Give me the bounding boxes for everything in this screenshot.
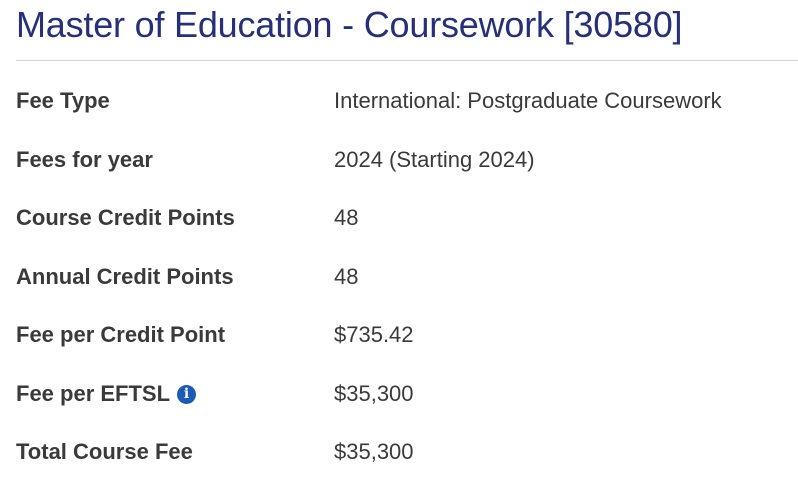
row-label: Fee per EFTSL [16,381,171,406]
fee-row-annual-credit-points: Annual Credit Points 48 [16,262,798,292]
row-value: 48 [334,264,359,289]
row-label: Fee per Credit Point [16,322,226,347]
info-icon[interactable]: i [177,384,197,404]
row-value: $35,300 [334,381,414,406]
row-value: International: Postgraduate Coursework [334,88,722,113]
divider [16,60,798,61]
fee-row-fee-per-credit-point: Fee per Credit Point $735.42 [16,320,798,350]
row-value: $35,300 [334,439,414,464]
row-label: Course Credit Points [16,205,235,230]
fee-row-total-course-fee: Total Course Fee $35,300 [16,437,798,467]
fee-row-fee-type: Fee Type International: Postgraduate Cou… [16,86,798,116]
fee-row-fee-per-eftsl: Fee per EFTSL i $35,300 [16,379,798,409]
row-label-container: Fee per EFTSL i [16,381,334,407]
row-value: $735.42 [334,322,414,347]
fee-row-fees-for-year: Fees for year 2024 (Starting 2024) [16,145,798,175]
row-label: Fees for year [16,147,153,172]
row-value: 2024 (Starting 2024) [334,147,535,172]
row-label: Annual Credit Points [16,264,234,289]
row-label: Total Course Fee [16,439,193,464]
row-label: Fee Type [16,88,110,113]
fee-row-course-credit-points: Course Credit Points 48 [16,203,798,233]
page-title: Master of Education - Coursework [30580] [16,4,683,45]
row-value: 48 [334,205,359,230]
